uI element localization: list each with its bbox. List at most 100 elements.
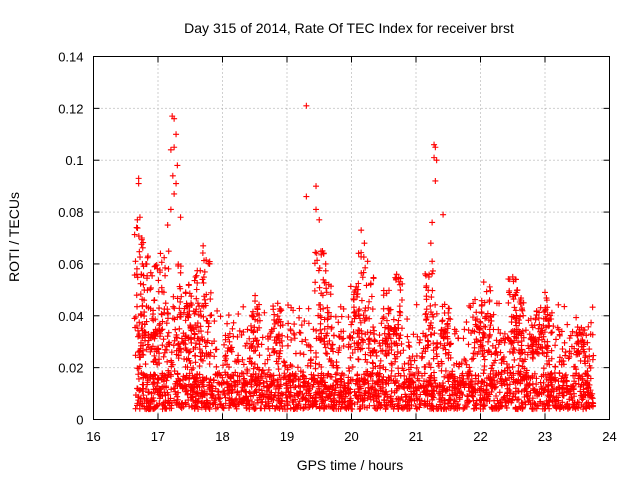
data-point: [457, 382, 464, 389]
data-point: [466, 398, 473, 405]
data-point: [433, 344, 440, 351]
data-point: [178, 335, 185, 342]
data-point: [226, 330, 233, 337]
data-point: [288, 336, 295, 343]
data-point: [162, 392, 169, 399]
data-point: [160, 376, 167, 383]
data-point: [136, 348, 143, 355]
data-point: [173, 347, 180, 354]
data-point: [153, 383, 160, 390]
data-point: [486, 380, 493, 387]
data-point: [388, 360, 395, 367]
data-point: [177, 285, 184, 292]
data-point: [442, 397, 449, 404]
data-point: [328, 324, 335, 331]
y-tick-label: 0.04: [58, 309, 83, 324]
data-point: [347, 283, 354, 290]
data-point: [550, 393, 557, 400]
data-point: [441, 404, 448, 411]
data-point: [183, 347, 190, 354]
data-point: [135, 175, 142, 182]
data-point: [395, 402, 402, 409]
data-point: [545, 318, 552, 325]
data-point: [210, 393, 217, 400]
data-point: [313, 183, 320, 190]
data-point: [421, 387, 428, 394]
data-point: [353, 340, 360, 347]
data-point: [371, 386, 378, 393]
data-point: [134, 225, 141, 232]
data-point: [215, 379, 222, 386]
data-point: [236, 327, 243, 334]
data-point: [397, 309, 404, 316]
data-point: [389, 398, 396, 405]
data-point: [274, 313, 281, 320]
data-point: [139, 327, 146, 334]
data-point: [472, 350, 479, 357]
y-tick-label: 0.06: [58, 257, 83, 272]
data-point: [451, 384, 458, 391]
data-point: [498, 382, 505, 389]
data-point: [246, 406, 253, 413]
data-point: [200, 313, 207, 320]
data-point: [531, 400, 538, 407]
data-point: [542, 372, 549, 379]
data-point: [441, 342, 448, 349]
data-point: [568, 350, 575, 357]
data-point: [586, 353, 593, 360]
data-point: [173, 131, 180, 138]
data-point: [459, 370, 466, 377]
data-point: [278, 307, 285, 314]
data-point: [170, 293, 177, 300]
data-point: [177, 377, 184, 384]
data-point: [258, 387, 265, 394]
data-point: [264, 382, 271, 389]
data-point: [380, 314, 387, 321]
data-point: [307, 343, 314, 350]
data-point: [562, 371, 569, 378]
data-point: [266, 405, 273, 412]
data-point: [229, 325, 236, 332]
data-point: [564, 386, 571, 393]
data-point: [372, 363, 379, 370]
data-point: [262, 360, 269, 367]
data-point: [157, 330, 164, 337]
data-point: [177, 403, 184, 410]
data-point: [428, 294, 435, 301]
data-point: [500, 394, 507, 401]
data-point: [230, 378, 237, 385]
data-point: [513, 406, 520, 413]
data-point: [473, 309, 480, 316]
data-point: [379, 315, 386, 322]
data-point: [555, 301, 562, 308]
data-point: [366, 335, 373, 342]
data-point: [335, 333, 342, 340]
data-point: [477, 392, 484, 399]
data-point: [517, 404, 524, 411]
data-point: [433, 350, 440, 357]
data-point: [535, 402, 542, 409]
data-point: [486, 397, 493, 404]
data-point: [268, 395, 275, 402]
data-point: [147, 284, 154, 291]
data-point: [529, 349, 536, 356]
data-point: [240, 361, 247, 368]
data-point: [483, 288, 490, 295]
data-point: [174, 341, 181, 348]
data-point: [475, 378, 482, 385]
data-point: [512, 378, 519, 385]
data-point: [288, 363, 295, 370]
data-point: [302, 395, 309, 402]
data-point: [421, 398, 428, 405]
data-point: [413, 301, 420, 308]
data-point: [193, 324, 200, 331]
data-point: [485, 317, 492, 324]
x-tick-label: 18: [215, 429, 229, 444]
data-point: [487, 322, 494, 329]
data-point: [224, 320, 231, 327]
data-point: [150, 375, 157, 382]
data-point: [203, 317, 210, 324]
x-tick-label: 22: [473, 429, 487, 444]
data-point: [373, 352, 380, 359]
data-point: [482, 314, 489, 321]
